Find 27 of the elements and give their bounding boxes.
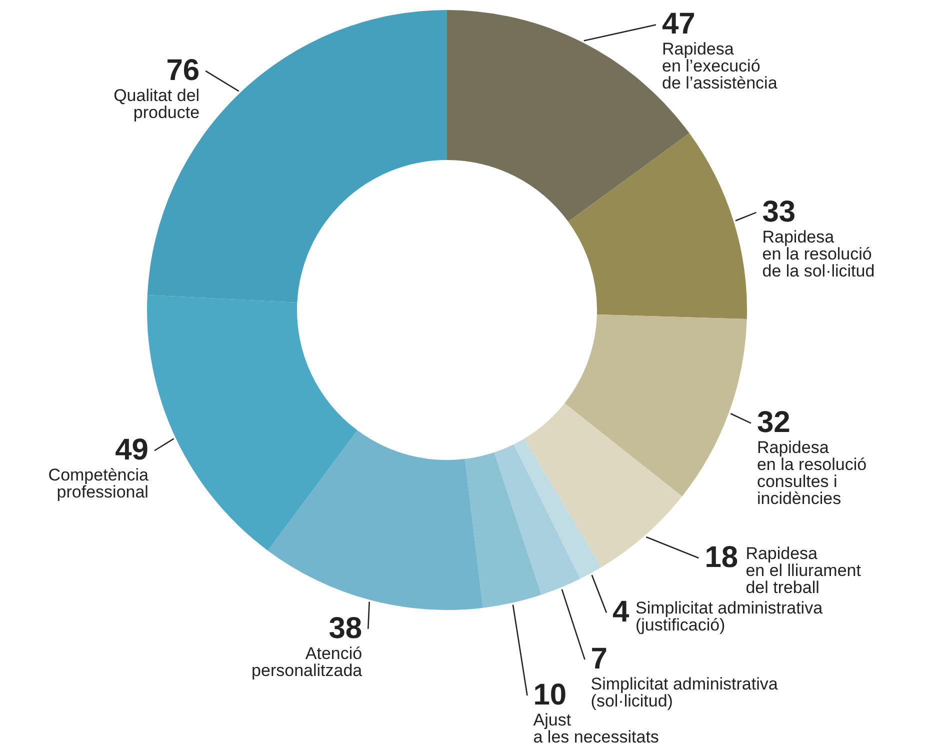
donut-slice (268, 430, 483, 610)
donut-slice (514, 438, 602, 579)
slice-label: Atenció personalitzada (252, 644, 363, 680)
donut-slice (524, 403, 682, 568)
slice-label: Rapidesa en la resolució consultes i incidències (756, 438, 867, 508)
donut-slice (564, 314, 747, 496)
slice-label: Simplicitat administrativa (sol·licitud) (590, 674, 778, 711)
data-label: 4 (612, 596, 630, 629)
slice-label: Rapidesa en el lliurament del treball (746, 544, 862, 598)
data-label: 47 (662, 8, 696, 41)
data-label: 18 (704, 541, 738, 574)
data-label: 10 (533, 678, 567, 712)
data-label: 7 (590, 642, 608, 676)
slice-label: Competència professional (48, 466, 149, 502)
donut-slice (494, 444, 580, 595)
data-label: 49 (115, 434, 148, 467)
slice-label: Simplicitat administrativa (justificació) (635, 598, 824, 635)
slice-label: Qualitat del producte (114, 86, 200, 122)
data-label: 76 (166, 54, 200, 87)
donut-slice (464, 452, 542, 608)
slice-label: Rapidesa en la resolució de la sol·licitud (762, 227, 875, 280)
data-label: 32 (756, 406, 790, 440)
data-label: 33 (762, 195, 796, 228)
data-label: 38 (328, 612, 362, 645)
slice-label: Rapidesa en l’execució de l’assistència (662, 40, 778, 93)
donut-slice (568, 133, 747, 320)
slice-label: Ajust a les necessitats (533, 710, 659, 746)
